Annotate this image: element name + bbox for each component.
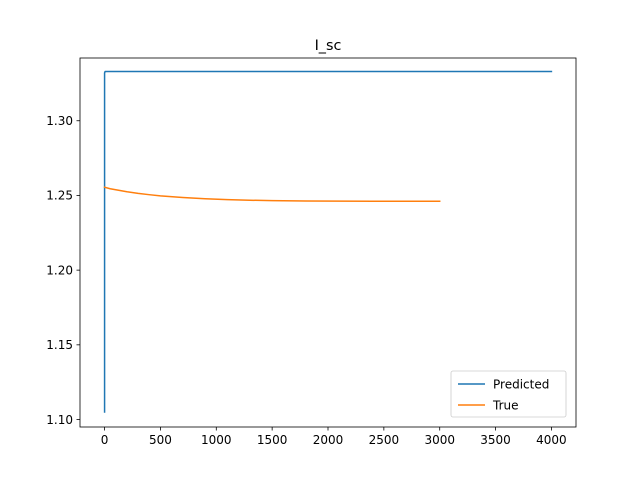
y-tick-label: 1.20 <box>46 263 73 277</box>
legend-label-true: True <box>492 398 519 412</box>
y-tick-label: 1.30 <box>46 114 73 128</box>
x-tick-label: 4000 <box>536 433 567 447</box>
chart-title: I_sc <box>315 38 342 54</box>
x-tick-label: 500 <box>149 433 172 447</box>
x-tick-label: 1000 <box>201 433 232 447</box>
x-tick-label: 1500 <box>257 433 288 447</box>
legend-label-predicted: Predicted <box>493 377 549 391</box>
y-tick-label: 1.10 <box>46 413 73 427</box>
x-tick-label: 0 <box>101 433 109 447</box>
x-tick-label: 3000 <box>424 433 455 447</box>
x-tick-label: 2000 <box>313 433 344 447</box>
y-tick-label: 1.25 <box>46 189 73 203</box>
x-tick-label: 3500 <box>480 433 511 447</box>
y-tick-label: 1.15 <box>46 338 73 352</box>
x-tick-label: 2500 <box>369 433 400 447</box>
legend: Predicted True <box>451 371 566 417</box>
